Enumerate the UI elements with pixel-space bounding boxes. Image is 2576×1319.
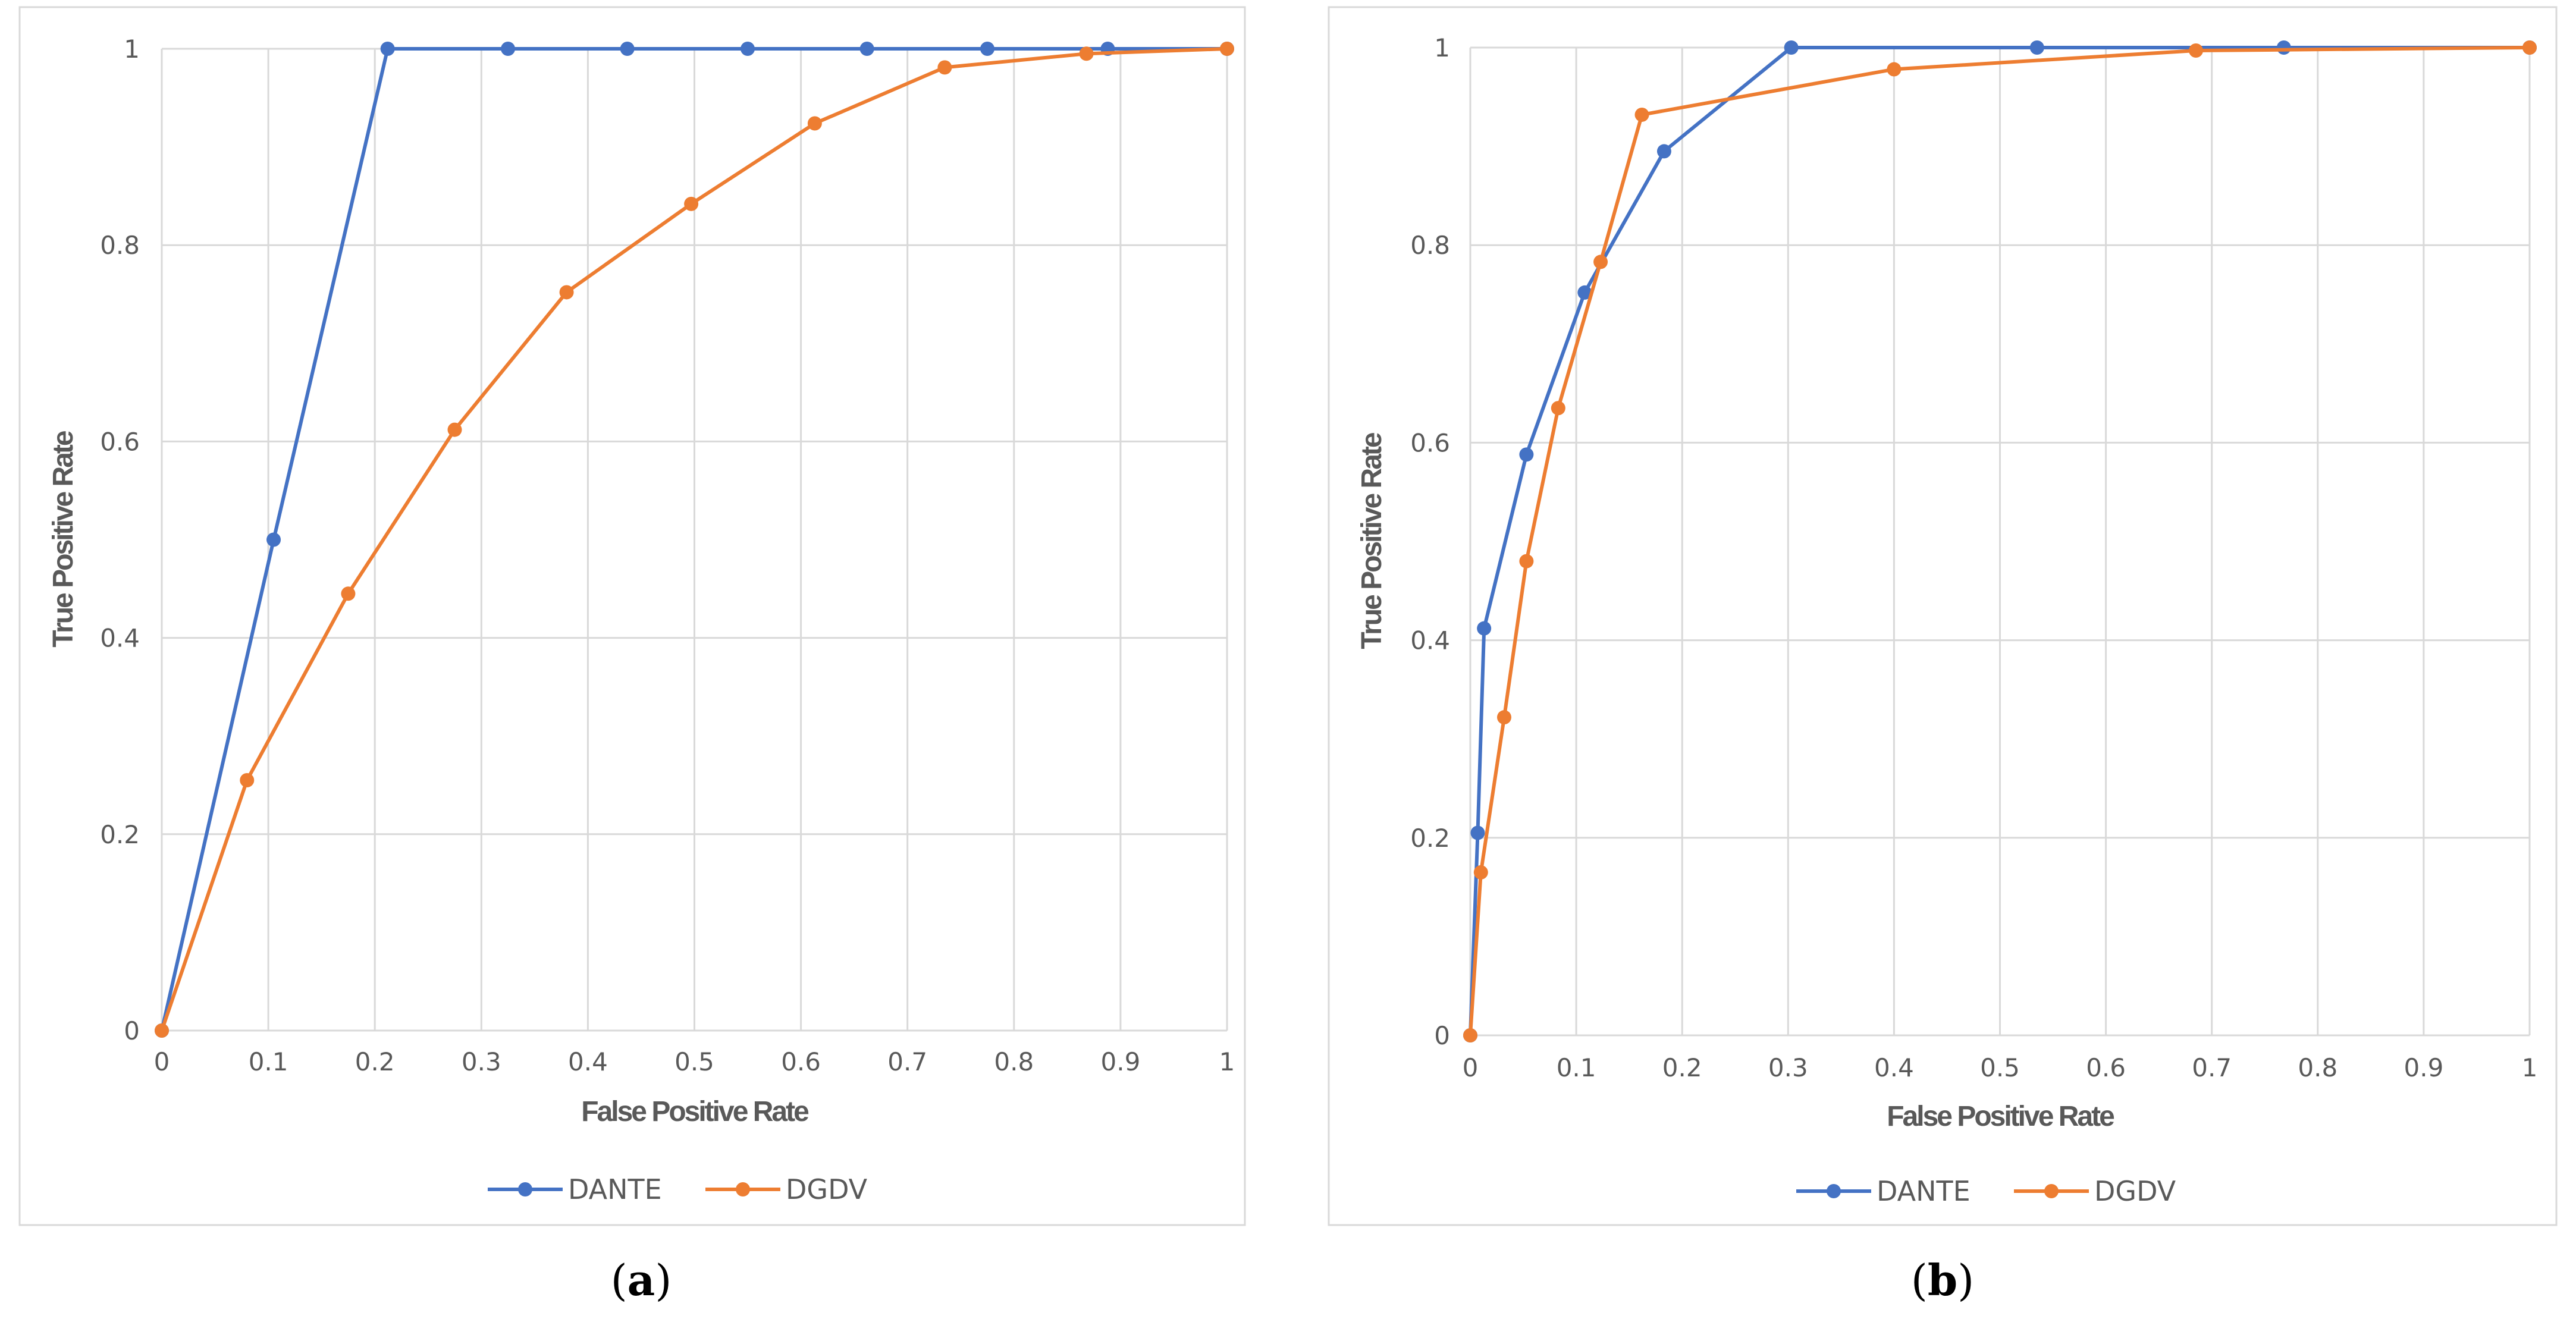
data-point-dante	[380, 42, 395, 56]
y-tick-label: 0.4	[100, 624, 140, 653]
x-tick-label: 0.5	[1980, 1053, 2020, 1082]
y-tick-label: 0.8	[1410, 231, 1450, 260]
legend-label-dante: DANTE	[1877, 1175, 1971, 1207]
legend-marker-dante	[518, 1182, 532, 1196]
x-tick-label: 0.6	[781, 1047, 821, 1076]
data-point-dgdv	[1887, 62, 1902, 77]
data-point-dgdv	[559, 285, 574, 300]
data-point-dgdv	[2522, 40, 2537, 55]
x-tick-label: 0.4	[1874, 1053, 1914, 1082]
legend-item-dante: DANTE	[1796, 1175, 1971, 1207]
y-axis-title: True Positive Rate	[1356, 432, 1388, 649]
x-tick-label: 0.9	[1101, 1047, 1141, 1076]
y-axis-title: True Positive Rate	[48, 431, 79, 647]
data-point-dgdv	[341, 586, 356, 601]
data-point-dgdv	[1079, 46, 1094, 61]
data-point-dgdv	[1473, 865, 1488, 880]
x-tick-label: 0.6	[2086, 1053, 2126, 1082]
y-tick-label: 0	[1434, 1021, 1450, 1050]
legend-label-dgdv: DGDV	[2094, 1175, 2176, 1207]
data-point-dgdv	[1519, 554, 1534, 569]
x-tick-label: 0.3	[462, 1047, 501, 1076]
caption-letter: a	[627, 1255, 655, 1305]
data-point-dgdv	[1634, 107, 1649, 122]
x-tick-label: 0.4	[568, 1047, 608, 1076]
data-point-dgdv	[684, 196, 699, 211]
data-point-dante	[1519, 447, 1534, 462]
legend-label-dante: DANTE	[568, 1173, 662, 1205]
legend-label-dgdv: DGDV	[786, 1173, 868, 1205]
y-tick-label: 1	[124, 34, 140, 64]
series-line-dante	[160, 47, 1227, 1031]
data-point-dante	[1470, 825, 1485, 840]
legend-item-dgdv: DGDV	[705, 1173, 868, 1205]
data-point-dgdv	[2188, 43, 2203, 58]
x-tick-label: 1	[2522, 1053, 2538, 1082]
data-point-dante	[2029, 40, 2044, 55]
x-axis-title: False Positive Rate	[1887, 1101, 2114, 1132]
data-point-dante	[1477, 621, 1492, 636]
data-point-dante	[501, 42, 516, 56]
x-tick-label: 0.5	[674, 1047, 714, 1076]
y-tick-label: 0.4	[1410, 626, 1450, 655]
data-point-dante	[1784, 40, 1799, 55]
data-point-dgdv	[155, 1023, 169, 1038]
data-point-dgdv	[1551, 401, 1565, 416]
chart-frame	[1328, 6, 2558, 1226]
data-point-dgdv	[1496, 710, 1511, 725]
x-tick-label: 0.1	[249, 1047, 288, 1076]
legend-marker-dgdv	[736, 1182, 750, 1196]
chart-a: 0 0.2 0.4 0.6 0.8 1 0 0.1 0.2 0.3 0.4 0.5 0.6 0.7 0.8 0…	[18, 6, 1246, 1305]
y-tick-label: 0	[124, 1016, 140, 1045]
x-tick-label: 0	[154, 1047, 170, 1076]
x-tick-label: 1	[1219, 1047, 1235, 1076]
data-point-dante	[859, 42, 874, 56]
data-point-dgdv	[807, 116, 822, 131]
x-tick-label: 0.9	[2404, 1053, 2444, 1082]
x-tick-label: 0.1	[1557, 1053, 1596, 1082]
x-axis-title: False Positive Rate	[581, 1096, 809, 1128]
x-tick-label: 0.3	[1768, 1053, 1808, 1082]
legend-item-dante: DANTE	[488, 1173, 662, 1205]
x-tick-label: 0	[1463, 1053, 1479, 1082]
legend-marker-dante	[1827, 1184, 1841, 1198]
y-tick-label: 0.2	[1410, 824, 1450, 853]
data-point-dgdv	[240, 772, 255, 787]
chart-b: 0 0.2 0.4 0.6 0.8 1 0 0.1 0.2 0.3 0.4 0.5 0.6 0.7 0.8 0…	[1328, 6, 2558, 1305]
y-tick-label: 0.2	[100, 820, 140, 849]
legend-item-dgdv: DGDV	[2014, 1175, 2176, 1207]
data-point-dante	[741, 42, 755, 56]
x-tick-label: 0.2	[355, 1047, 395, 1076]
series-line-dante	[1469, 46, 2530, 1036]
x-tick-label: 0.8	[994, 1047, 1034, 1076]
y-tick-label: 1	[1434, 33, 1450, 62]
data-point-dgdv	[1463, 1028, 1477, 1042]
x-tick-label: 0.7	[2192, 1053, 2232, 1082]
y-tick-label: 0.6	[1410, 428, 1450, 457]
data-point-dante	[266, 532, 281, 547]
y-tick-label: 0.8	[100, 231, 140, 260]
x-tick-label: 0.7	[887, 1047, 927, 1076]
caption: (b)	[1911, 1255, 1975, 1305]
data-point-dante	[620, 42, 635, 56]
series-line-dgdv	[1469, 46, 2530, 1036]
x-tick-label: 0.8	[2298, 1053, 2337, 1082]
data-point-dgdv	[1593, 255, 1608, 269]
series-line-dgdv	[160, 47, 1228, 1031]
data-point-dante	[1656, 144, 1671, 159]
data-point-dante	[2276, 40, 2291, 55]
caption: (a)	[611, 1255, 672, 1305]
data-point-dgdv	[447, 422, 462, 437]
chart-frame	[18, 6, 1246, 1226]
data-point-dante	[980, 42, 995, 56]
data-point-dante	[1577, 285, 1592, 300]
data-point-dgdv	[1220, 42, 1234, 56]
caption-letter: b	[1928, 1255, 1957, 1305]
data-point-dgdv	[937, 60, 952, 75]
y-tick-label: 0.6	[100, 427, 140, 456]
x-tick-label: 0.2	[1662, 1053, 1702, 1082]
legend-marker-dgdv	[2044, 1184, 2059, 1198]
